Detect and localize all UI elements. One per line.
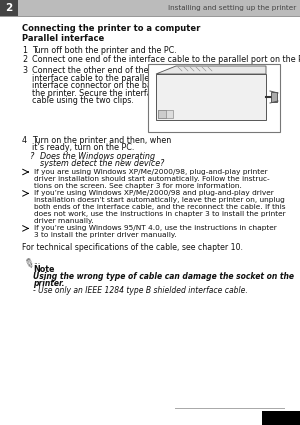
Text: ✎: ✎ (22, 256, 36, 272)
Bar (0, 16, 300, 17)
Text: 3: 3 (22, 66, 27, 75)
Bar (0, 0, 300, 16)
Text: cable using the two clips.: cable using the two clips. (32, 96, 134, 105)
Bar (158, 110, 166, 118)
Text: interface connector on the back of: interface connector on the back of (32, 81, 172, 90)
Text: Connecting the printer to a computer: Connecting the printer to a computer (22, 24, 200, 33)
Text: Note: Note (33, 265, 55, 274)
Text: Connect one end of the interface cable to the parallel port on the PC.: Connect one end of the interface cable t… (32, 55, 300, 64)
Text: 4: 4 (22, 136, 27, 145)
Text: printer.: printer. (33, 279, 64, 288)
Text: 1: 1 (22, 46, 27, 55)
Text: 2: 2 (5, 3, 13, 13)
Text: - Use only an IEEE 1284 type B shielded interface cable.: - Use only an IEEE 1284 type B shielded … (33, 286, 248, 295)
Text: driver manually.: driver manually. (34, 218, 94, 224)
Bar (271, 92, 277, 102)
Bar (262, 411, 300, 425)
Bar (158, 110, 173, 118)
Text: both ends of the interface cable, and the reconnect the cable. If this: both ends of the interface cable, and th… (34, 204, 286, 210)
Text: Does the Windows operating: Does the Windows operating (40, 152, 155, 161)
Text: does not work, use the instructions in chapter 3 to install the printer: does not work, use the instructions in c… (34, 211, 286, 217)
Text: the printer. Secure the interface: the printer. Secure the interface (32, 88, 161, 97)
Text: Turn off both the printer and the PC.: Turn off both the printer and the PC. (32, 46, 177, 55)
Text: 2: 2 (22, 55, 27, 64)
Text: ...: ... (33, 257, 40, 266)
Text: Installing and setting up the printer: Installing and setting up the printer (168, 5, 296, 11)
Bar (0, 0, 18, 16)
Text: For technical specifications of the cable, see chapter 10.: For technical specifications of the cabl… (22, 243, 243, 252)
Text: driver installation should start automatically. Follow the instruc-: driver installation should start automat… (34, 176, 270, 182)
Polygon shape (156, 66, 266, 74)
Text: If you are using Windows XP/Me/2000/98, plug-and-play printer: If you are using Windows XP/Me/2000/98, … (34, 169, 268, 175)
Text: Using the wrong type of cable can damage the socket on the: Using the wrong type of cable can damage… (33, 272, 294, 281)
Bar (175, 408, 285, 409)
Text: Parallel interface: Parallel interface (22, 34, 104, 43)
Text: Turn on the printer and then, when: Turn on the printer and then, when (32, 136, 171, 145)
Text: installation doesn’t start automatically, leave the printer on, unplug: installation doesn’t start automatically… (34, 197, 285, 203)
Text: system detect the new device?: system detect the new device? (40, 159, 164, 168)
Text: If you’re using Windows XP/Me/2000/98 and plug-and-play driver: If you’re using Windows XP/Me/2000/98 an… (34, 190, 274, 196)
Text: ?: ? (30, 152, 34, 161)
Text: it’s ready, turn on the PC.: it’s ready, turn on the PC. (32, 144, 134, 153)
Text: tions on the screen. See chapter 3 for more information.: tions on the screen. See chapter 3 for m… (34, 183, 242, 189)
Text: Connect the other end of the: Connect the other end of the (32, 66, 148, 75)
Text: 3 to install the printer driver manually.: 3 to install the printer driver manually… (34, 232, 177, 238)
Text: interface cable to the parallel: interface cable to the parallel (32, 74, 152, 82)
Text: If you’re using Windows 95/NT 4.0, use the instructions in chapter: If you’re using Windows 95/NT 4.0, use t… (34, 225, 277, 231)
Bar (148, 64, 280, 132)
Bar (156, 74, 266, 120)
